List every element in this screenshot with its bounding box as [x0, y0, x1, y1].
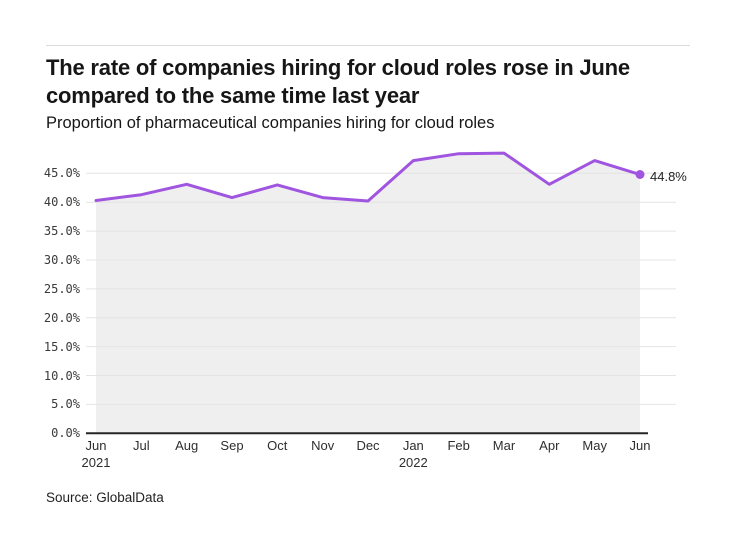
area-fill [96, 153, 640, 434]
x-tick-label: Jan 2022 [385, 438, 441, 470]
x-tick-label: Aug [159, 438, 215, 453]
x-tick-label: Jun [612, 438, 668, 453]
x-tick-month: Mar [492, 438, 516, 453]
y-tick-label: 0.0% [51, 426, 80, 441]
x-tick-month: Jan [402, 438, 424, 453]
trend-line [94, 151, 642, 203]
x-tick-label: May [567, 438, 623, 453]
x-tick-month: Dec [356, 438, 380, 453]
y-tick-label: 20.0% [43, 310, 80, 325]
x-tick-label: Jun 2021 [68, 438, 124, 470]
x-tick-label: Sep [204, 438, 260, 453]
chart-title: The rate of companies hiring for cloud r… [46, 54, 706, 110]
chart-title-line2: compared to the same time last year [46, 83, 420, 108]
x-tick-month: May [582, 438, 607, 453]
y-tick-label: 30.0% [43, 253, 80, 267]
y-tick-label: 45.0% [43, 166, 80, 181]
x-tick-month: Aug [175, 438, 199, 453]
x-tick-month: Apr [539, 438, 560, 453]
x-tick-month: Nov [311, 438, 335, 453]
chart-title-line1: The rate of companies hiring for cloud r… [46, 55, 630, 80]
end-point-marker [635, 170, 645, 179]
x-tick-label: Nov [295, 438, 351, 453]
x-tick-month: Feb [447, 438, 470, 453]
x-tick-month: Sep [220, 438, 244, 453]
x-tick-label: Apr [521, 438, 577, 453]
y-tick-label: 15.0% [43, 339, 80, 354]
chart-subtitle: Proportion of pharmaceutical companies h… [46, 114, 495, 132]
x-tick-label: Oct [249, 438, 305, 453]
x-tick-month: Oct [267, 438, 288, 453]
y-tick-label: 25.0% [43, 281, 80, 296]
top-divider [46, 45, 690, 46]
end-value-label: 44.8% [650, 169, 687, 184]
y-tick-label: 10.0% [43, 368, 80, 383]
source-attribution: Source: GlobalData [46, 490, 164, 505]
x-tick-label: Dec [340, 438, 396, 453]
x-tick-month: Jun [629, 438, 651, 453]
y-tick-label: 40.0% [43, 195, 80, 210]
y-tick-label: 5.0% [51, 397, 80, 412]
x-tick-month: Jul [132, 438, 150, 453]
x-tick-month: Jun [85, 438, 107, 453]
x-tick-label: Jul [113, 438, 169, 453]
x-tick-year: 2022 [398, 455, 428, 470]
x-tick-label: Feb [431, 438, 487, 453]
y-tick-label: 35.0% [43, 224, 80, 239]
x-tick-label: Mar [476, 438, 532, 453]
x-tick-year: 2021 [81, 455, 111, 470]
